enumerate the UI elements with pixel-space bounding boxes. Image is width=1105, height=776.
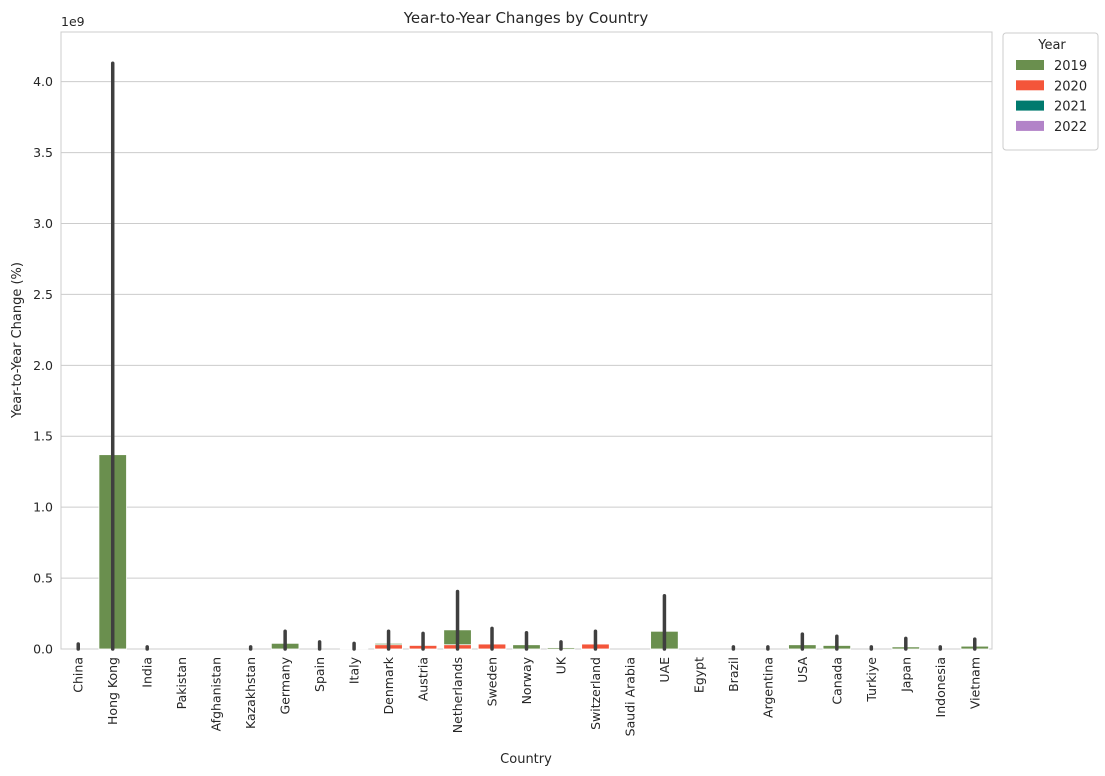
x-tick-label: Austria (416, 657, 431, 701)
x-tick-label: Denmark (381, 656, 396, 714)
legend-title: Year (1037, 38, 1066, 53)
x-tick-label: Pakistan (174, 657, 189, 709)
x-tick-label: Brazil (726, 657, 741, 692)
x-tick-label: Egypt (691, 657, 706, 693)
y-tick-label: 1.0 (33, 500, 53, 515)
y-axis-title: Year-to-Year Change (%) (10, 262, 25, 419)
x-axis-title: Country (500, 752, 552, 767)
legend-swatch-2020 (1016, 80, 1044, 91)
x-tick-label: Switzerland (588, 657, 603, 730)
x-tick-label: Netherlands (450, 657, 465, 733)
x-tick-label: Afghanistan (209, 657, 224, 731)
y-tick-label: 2.5 (33, 287, 53, 302)
x-tick-label: USA (795, 657, 810, 683)
legend-items: 2019 2020 2021 2022 (1016, 59, 1087, 135)
x-tick-label: Turkiye (864, 657, 879, 703)
legend-swatch-2019 (1016, 60, 1044, 70)
x-tick-label: Italy (347, 656, 362, 684)
x-tick-label: China (71, 657, 86, 693)
x-tick-label: Spain (312, 657, 327, 692)
y-tick-label: 1.5 (33, 429, 53, 444)
x-tick-label: Hong Kong (105, 657, 120, 725)
x-tick-label: Saudi Arabia (622, 657, 637, 736)
legend-swatch-2022 (1016, 120, 1044, 131)
legend-swatch-2021 (1016, 100, 1044, 111)
x-tick-label: India (140, 657, 155, 688)
y-tick-label: 0.0 (33, 642, 53, 657)
y-scale-label: 1e9 (61, 14, 85, 29)
x-tick-labels: China Hong Kong India Pakistan Afghanistan Ka… (71, 656, 983, 736)
x-tick-label: Norway (519, 656, 534, 704)
y-tick-label: 2.0 (33, 358, 53, 373)
x-tick-label: Canada (829, 657, 844, 705)
y-tick-label: 4.0 (33, 74, 53, 89)
x-tick-label: Sweden (485, 657, 500, 706)
legend-label-2019: 2019 (1054, 59, 1087, 74)
legend-label-2022: 2022 (1054, 120, 1087, 135)
x-tick-label: Germany (278, 656, 293, 714)
legend-label-2020: 2020 (1054, 79, 1087, 94)
y-tick-label: 3.5 (33, 145, 53, 160)
x-tick-label: UAE (657, 657, 672, 683)
chart-title: Year-to-Year Changes by Country (403, 9, 649, 27)
legend-label-2021: 2021 (1054, 100, 1087, 115)
legend: Year 2019 2020 2021 2022 (1002, 32, 1099, 151)
y-tick-labels: 0.0 0.5 1.0 1.5 2.0 2.5 3.0 3.5 4.0 (33, 74, 53, 656)
x-tick-label: Vietnam (967, 657, 982, 709)
x-tick-label: UK (553, 656, 568, 674)
x-tick-label: Kazakhstan (243, 657, 258, 729)
y-tick-label: 0.5 (33, 571, 53, 586)
x-tick-label: Argentina (760, 657, 775, 718)
x-tick-label: Japan (898, 657, 913, 693)
y-tick-label: 3.0 (33, 216, 53, 231)
error-bars (76, 61, 977, 651)
x-tick-label: Indonesia (933, 657, 948, 717)
